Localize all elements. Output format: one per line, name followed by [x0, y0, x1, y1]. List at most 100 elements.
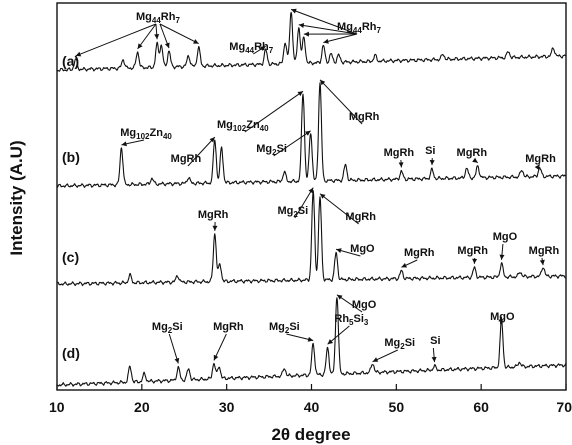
arrow-head: [337, 294, 343, 300]
y-axis-title: Intensity (A.U): [7, 140, 26, 255]
arrow-head: [336, 248, 342, 253]
peak-annotation-11: MgRh: [457, 147, 487, 164]
peak-annotation-17: MgRh: [401, 247, 435, 268]
arrow-head: [154, 34, 160, 40]
xrd-trace-1: [56, 11, 567, 72]
arrow-head: [308, 187, 314, 194]
svg-text:Si: Si: [425, 145, 435, 157]
arrow-head: [472, 157, 478, 163]
arrow-head: [499, 254, 505, 260]
peak-annotation-25: Rh5Si3: [327, 313, 369, 345]
peak-annotation-2: Mg44Rh7: [229, 41, 273, 55]
x-tick-label: 10: [49, 399, 65, 415]
svg-text:Mg2Si: Mg2Si: [269, 321, 300, 335]
annotation-arrow: [336, 294, 363, 313]
svg-text:Rh5Si3: Rh5Si3: [334, 313, 369, 327]
annotation-arrow: [294, 187, 314, 219]
arrow-head: [174, 357, 180, 364]
peak-annotation-13: MgRh: [198, 209, 229, 231]
peak-annotation-7: Mg2Si: [256, 130, 311, 157]
peak-annotation-15: MgRh: [319, 193, 376, 225]
svg-text:Mg44Rh7: Mg44Rh7: [337, 21, 381, 35]
svg-text:Mg102Zn40: Mg102Zn40: [120, 127, 172, 141]
peak-annotation-19: MgO: [493, 231, 518, 260]
annotation-arrow: [323, 33, 358, 44]
arrow-head: [372, 357, 379, 362]
x-tick-label: 70: [556, 399, 572, 415]
peak-annotation-12: MgRh: [525, 153, 556, 170]
peak-annotations: Mg44Rh7 Mg44Rh7 Mg44Rh7 Mg102Zn40 MgRh Mg102Z…: [75, 8, 560, 364]
peak-annotation-18: MgRh: [457, 245, 488, 264]
arrow-head: [534, 164, 540, 170]
panel-label-3: (c): [62, 249, 79, 265]
arrow-head: [212, 225, 218, 231]
xrd-trace-4: [57, 297, 567, 387]
annotation-arrow: [159, 23, 199, 45]
annotation-arrow: [298, 24, 358, 35]
peak-annotation-24: MgO: [336, 294, 377, 313]
x-axis-title: 2θ degree: [271, 425, 350, 444]
peak-annotation-5: MgRh: [171, 136, 216, 167]
annotation-arrow: [319, 193, 360, 225]
peak-annotation-14: Mg2Si: [277, 187, 314, 219]
plot-frame: [56, 2, 567, 391]
svg-text:MgO: MgO: [490, 311, 515, 323]
arrow-head: [305, 130, 311, 136]
arrow-head: [429, 160, 435, 166]
svg-text:MgRh: MgRh: [213, 321, 244, 333]
arrow-head: [498, 316, 504, 323]
peak-annotation-4: Mg102Zn40: [120, 127, 172, 147]
peak-annotation-27: Si: [430, 335, 441, 363]
peak-annotation-23: Mg2Si: [269, 321, 314, 342]
arrow-head: [472, 258, 478, 264]
svg-text:MgRh: MgRh: [384, 147, 415, 159]
svg-text:MgO: MgO: [493, 231, 518, 243]
arrow-head: [209, 137, 215, 143]
annotation-arrow: [319, 79, 363, 125]
arrow-head: [539, 259, 545, 266]
x-tick-label: 40: [304, 399, 320, 415]
arrow-head: [320, 79, 326, 86]
arrow-head: [291, 8, 297, 14]
x-tick-label: 20: [134, 399, 150, 415]
annotation-arrow: [75, 23, 157, 57]
svg-text:MgRh: MgRh: [525, 153, 556, 165]
arrow-head: [327, 339, 334, 345]
arrow-head: [213, 354, 219, 361]
arrow-head: [307, 336, 314, 342]
svg-text:Mg44Rh7: Mg44Rh7: [136, 11, 180, 25]
arrow-head: [75, 51, 82, 57]
peak-annotation-6: Mg102Zn40: [217, 90, 304, 133]
arrow-head: [260, 46, 266, 51]
arrow-head: [164, 42, 170, 49]
xrd-trace-2: [56, 82, 566, 188]
svg-text:MgO: MgO: [350, 243, 375, 255]
svg-text:Mg44Rh7: Mg44Rh7: [229, 41, 273, 55]
peak-annotation-20: MgRh: [529, 245, 560, 266]
panel-labels: (a) (b) (c) (d): [62, 53, 80, 361]
x-tick-label: 30: [219, 399, 235, 415]
annotation-arrow: [137, 23, 157, 50]
peak-annotation-1: Mg44Rh7: [75, 11, 199, 57]
svg-text:MgRh: MgRh: [529, 245, 560, 257]
svg-text:Mg2Si: Mg2Si: [256, 143, 287, 157]
svg-text:MgRh: MgRh: [404, 247, 435, 259]
panel-label-1: (a): [62, 53, 79, 69]
x-axis-ticks: 10 20 30 40 50 60 70: [49, 384, 572, 415]
svg-text:MgRh: MgRh: [457, 245, 488, 257]
arrow-head: [121, 141, 127, 147]
peak-annotation-9: MgRh: [384, 147, 415, 168]
svg-text:MgRh: MgRh: [171, 153, 202, 165]
svg-text:Mg102Zn40: Mg102Zn40: [217, 119, 269, 133]
panel-label-2: (b): [62, 149, 80, 165]
arrow-head: [431, 356, 437, 363]
peak-annotation-16: MgO: [335, 243, 375, 257]
annotation-arrow: [273, 130, 311, 157]
peak-annotation-21: Mg2Si: [152, 321, 183, 364]
svg-text:Mg2Si: Mg2Si: [277, 205, 308, 219]
svg-text:Mg2Si: Mg2Si: [384, 337, 415, 351]
xrd-trace-3: [56, 190, 566, 287]
peak-annotation-28: MgO: [490, 311, 515, 325]
arrow-head: [137, 43, 143, 49]
annotation-arrow: [187, 136, 216, 167]
